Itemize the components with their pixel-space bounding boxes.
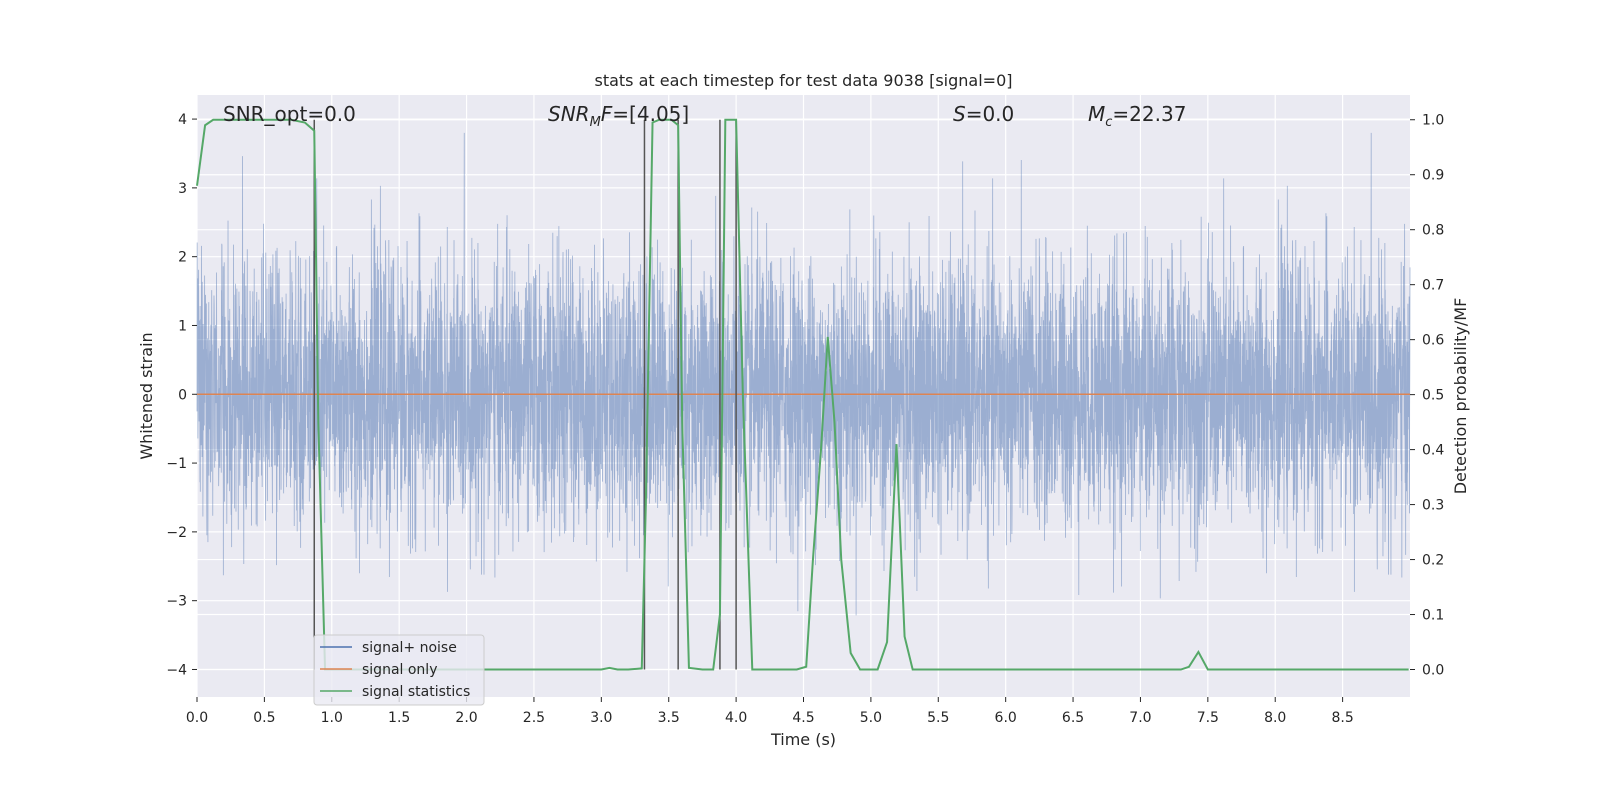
y-tick-label: 1 bbox=[178, 318, 187, 334]
series-signal-statistics bbox=[196, 118, 1409, 671]
annotation-snr-opt: SNR_opt=0.0 bbox=[223, 102, 356, 126]
y-tick-label: 3 bbox=[178, 181, 187, 197]
y2-tick-label: 1.0 bbox=[1422, 113, 1444, 129]
y2-tick-label: 0.4 bbox=[1422, 443, 1444, 459]
y2-tick-label: 0.9 bbox=[1422, 168, 1444, 184]
y-axis-label: Whitened strain bbox=[137, 332, 156, 459]
annotation-s-value: =0.0 bbox=[966, 102, 1015, 126]
annotation-mc-sub: c bbox=[1105, 115, 1112, 130]
x-tick-label: 3.5 bbox=[658, 710, 680, 726]
x-tick-label: 7.0 bbox=[1129, 710, 1151, 726]
x-tick-label: 5.0 bbox=[860, 710, 882, 726]
y2-tick-label: 0.8 bbox=[1422, 223, 1444, 239]
x-tick-label: 8.5 bbox=[1331, 710, 1353, 726]
annotation-s: S=0.0 bbox=[953, 102, 1014, 126]
x-tick-label: 2.0 bbox=[455, 710, 477, 726]
x-tick-label: 7.5 bbox=[1197, 710, 1219, 726]
y-tick-label: −1 bbox=[166, 456, 187, 472]
x-tick-label: 5.5 bbox=[927, 710, 949, 726]
annotation-mc-value: =22.37 bbox=[1112, 102, 1186, 126]
legend-label-signal-statistics: signal statistics bbox=[362, 684, 470, 700]
x-tick-label: 0.0 bbox=[186, 710, 208, 726]
x-tick-label: 4.5 bbox=[792, 710, 814, 726]
y2-axis-label: Detection probability/MF bbox=[1451, 298, 1470, 495]
annotation-mc: Mc=22.37 bbox=[1088, 102, 1186, 130]
x-tick-label: 4.0 bbox=[725, 710, 747, 726]
x-tick-label: 8.0 bbox=[1264, 710, 1286, 726]
y-tick-label: −3 bbox=[166, 594, 187, 610]
x-tick-label: 0.5 bbox=[253, 710, 275, 726]
annotation-snr-mf-sub: M bbox=[590, 115, 601, 130]
line-signal-plus-noise bbox=[196, 132, 1411, 616]
y-tick-label: 4 bbox=[178, 112, 187, 128]
annotation-mc-symbol: M bbox=[1088, 102, 1105, 126]
y-tick-label: −4 bbox=[166, 662, 187, 678]
x-tick-label: 3.0 bbox=[590, 710, 612, 726]
y2-tick-label: 0.5 bbox=[1422, 388, 1444, 404]
x-axis-label: Time (s) bbox=[770, 730, 836, 749]
annotation-snr-mf: SNRMF=[4.05] bbox=[548, 102, 689, 130]
line-signal-statistics bbox=[196, 118, 1409, 671]
y2-tick-label: 0.6 bbox=[1422, 333, 1444, 349]
x-tick-label: 1.5 bbox=[388, 710, 410, 726]
annotation-snr-mf-value: =[4.05] bbox=[612, 102, 689, 126]
x-tick-label: 6.0 bbox=[995, 710, 1017, 726]
y2-tick-label: 0.2 bbox=[1422, 553, 1444, 569]
y2-tick-label: 0.7 bbox=[1422, 278, 1444, 294]
y2-tick-label: 0.1 bbox=[1422, 608, 1444, 624]
axis-ticks: 0.0 0.5 1.0 1.5 2.0 2.5 3.0 3.5 4.0 4.5 5.0 5.5 6.0 6… bbox=[166, 112, 1444, 726]
annotation-s-symbol: S bbox=[953, 102, 966, 126]
x-tick-label: 2.5 bbox=[523, 710, 545, 726]
y2-tick-label: 0.3 bbox=[1422, 498, 1444, 514]
y-tick-label: 2 bbox=[178, 250, 187, 266]
annotation-snr-mf-base: SNR bbox=[548, 102, 590, 126]
legend-label-signal-plus-noise: signal+ noise bbox=[362, 640, 457, 656]
y-tick-label: −2 bbox=[166, 525, 187, 541]
x-tick-label: 1.0 bbox=[321, 710, 343, 726]
legend-box bbox=[313, 634, 485, 706]
legend-label-signal-only: signal only bbox=[362, 662, 437, 678]
annotation-snr-mf-f: F bbox=[601, 102, 613, 126]
y2-tick-label: 0.0 bbox=[1422, 663, 1444, 679]
series-signal-plus-noise bbox=[196, 132, 1411, 616]
legend: signal+ noise signal only signal statist… bbox=[313, 634, 485, 706]
y-tick-label: 0 bbox=[178, 387, 187, 403]
chart-title: stats at each timestep for test data 903… bbox=[594, 71, 1012, 90]
x-tick-label: 6.5 bbox=[1062, 710, 1084, 726]
